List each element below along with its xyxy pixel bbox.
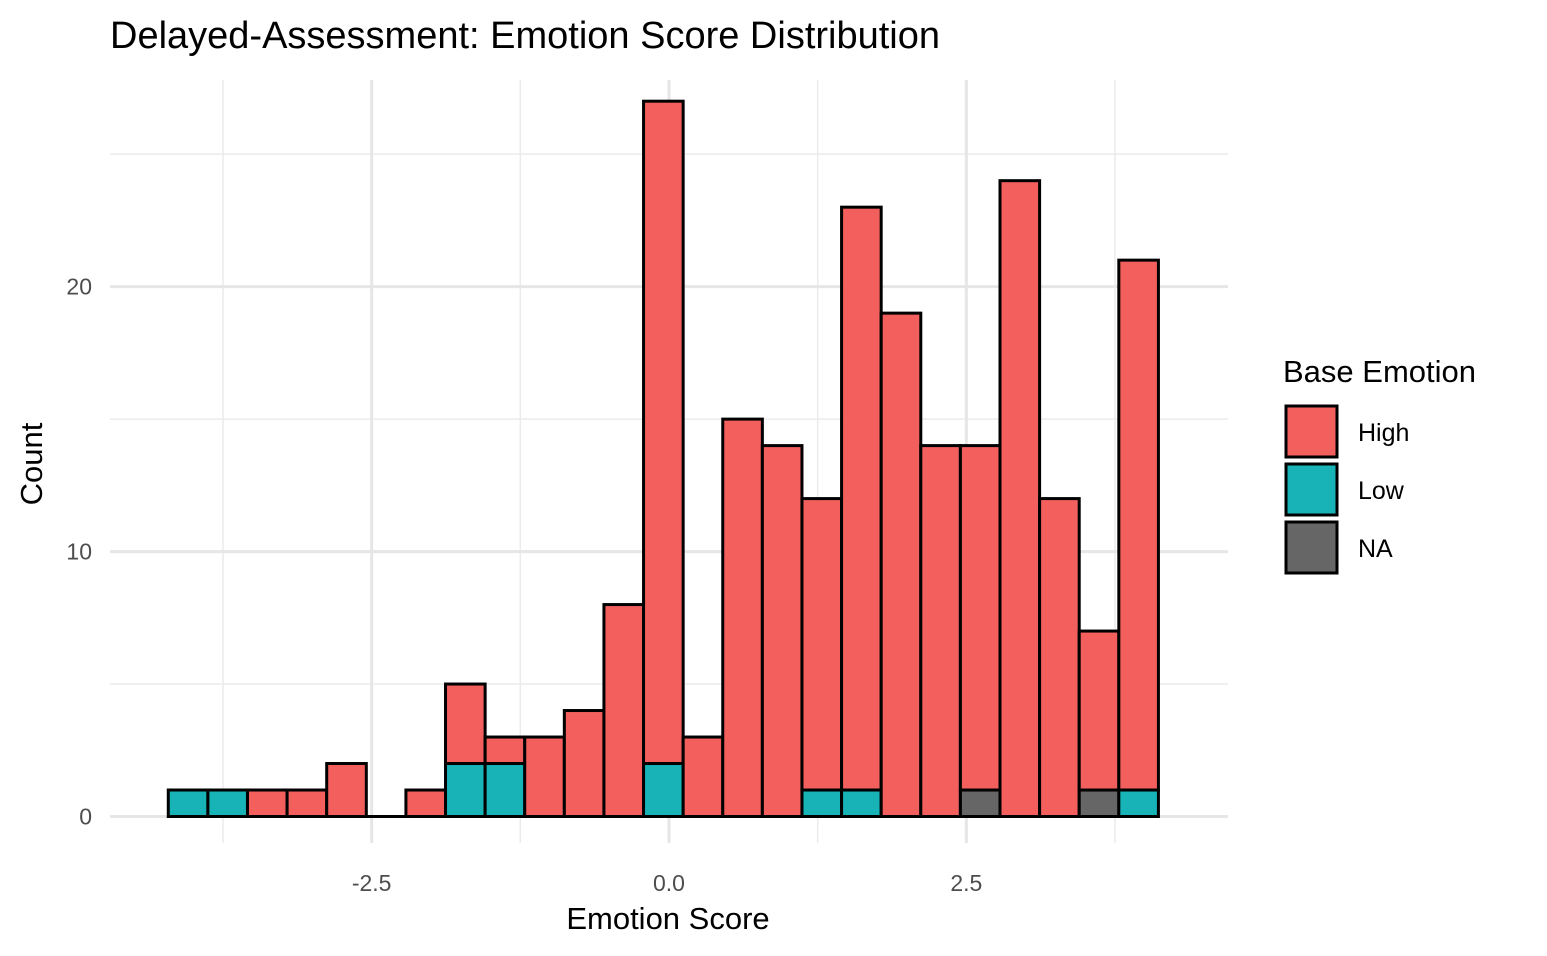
bar-low xyxy=(206,788,249,819)
bar-high xyxy=(562,709,606,819)
legend-label-na: NA xyxy=(1358,535,1393,563)
bar-high xyxy=(879,311,923,819)
bar-high xyxy=(1117,258,1160,792)
bar-high xyxy=(958,444,1002,792)
bar-high xyxy=(998,179,1042,819)
bar-na xyxy=(958,788,1002,819)
bars xyxy=(166,99,1160,819)
bar-high xyxy=(444,682,487,766)
legend-key-high xyxy=(1284,404,1339,459)
legend-label-low: Low xyxy=(1358,477,1405,505)
y-tick-label: 10 xyxy=(66,539,92,565)
bar-low xyxy=(166,788,210,819)
bar-low xyxy=(800,788,844,819)
bar-high xyxy=(602,603,646,819)
bar-high xyxy=(760,444,804,819)
bar-high xyxy=(840,205,883,792)
x-tick-label: -2.5 xyxy=(352,870,392,896)
bar-high xyxy=(285,788,329,819)
y-tick-label: 0 xyxy=(79,804,92,830)
legend-items: High Low NA xyxy=(1284,404,1409,575)
bar-high xyxy=(919,444,962,819)
chart-title: Delayed-Assessment: Emotion Score Distri… xyxy=(110,15,940,57)
y-axis-title: Count xyxy=(14,422,49,505)
y-axis-ticks: 0 10 20 xyxy=(66,274,92,830)
x-tick-label: 0.0 xyxy=(653,870,685,896)
bar-na xyxy=(1077,788,1121,819)
bar-high xyxy=(721,417,764,819)
bar-low xyxy=(483,762,527,819)
x-tick-label: 2.5 xyxy=(950,870,982,896)
y-tick-label: 20 xyxy=(66,274,92,300)
bar-high xyxy=(523,735,566,819)
bar-high xyxy=(681,735,725,819)
bar-high xyxy=(1038,497,1081,819)
bar-low xyxy=(642,762,685,819)
bar-high xyxy=(1077,629,1121,792)
bar-low xyxy=(444,762,487,819)
bar-high xyxy=(800,497,844,792)
bar-high xyxy=(245,788,289,819)
x-axis-ticks: -2.5 0.0 2.5 xyxy=(352,870,982,896)
bar-low xyxy=(840,788,883,819)
bar-high xyxy=(483,735,527,766)
legend-key-low xyxy=(1284,462,1339,517)
bar-low xyxy=(1117,788,1160,819)
legend-title: Base Emotion xyxy=(1283,354,1476,389)
bar-high xyxy=(404,788,448,819)
legend-key-na xyxy=(1284,520,1339,575)
x-axis-title: Emotion Score xyxy=(566,901,769,936)
bar-high xyxy=(642,99,685,766)
bar-high xyxy=(325,762,368,819)
legend: Base Emotion High Low NA xyxy=(1283,354,1476,575)
legend-label-high: High xyxy=(1358,419,1409,447)
